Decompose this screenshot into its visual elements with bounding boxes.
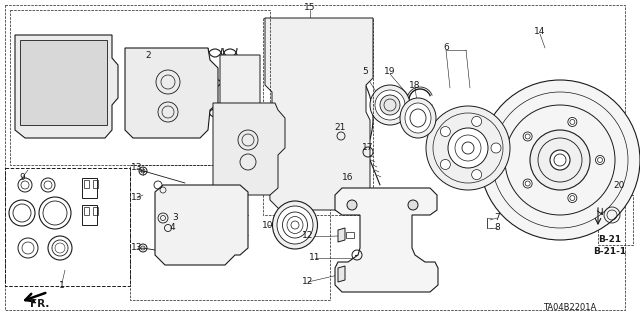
- Circle shape: [595, 155, 605, 165]
- Bar: [598, 195, 633, 245]
- Text: 21: 21: [334, 123, 346, 132]
- Text: 19: 19: [384, 68, 396, 77]
- Text: TA04B2201A: TA04B2201A: [543, 303, 596, 313]
- Polygon shape: [335, 188, 438, 292]
- Text: 2: 2: [145, 50, 151, 60]
- Ellipse shape: [405, 103, 431, 133]
- Circle shape: [448, 128, 488, 168]
- Ellipse shape: [370, 85, 410, 125]
- Text: 6: 6: [443, 43, 449, 53]
- Ellipse shape: [277, 206, 313, 244]
- Text: 13: 13: [131, 194, 143, 203]
- Ellipse shape: [400, 98, 436, 138]
- Text: FR.: FR.: [30, 299, 50, 309]
- Text: 12: 12: [302, 278, 314, 286]
- Ellipse shape: [273, 201, 317, 249]
- Bar: [346, 232, 354, 238]
- Bar: [82, 205, 97, 225]
- Bar: [346, 270, 354, 276]
- Bar: [93, 180, 98, 188]
- Circle shape: [523, 132, 532, 141]
- Text: 18: 18: [409, 80, 420, 90]
- Text: 8: 8: [494, 224, 500, 233]
- Text: 20: 20: [613, 181, 625, 189]
- Text: B-21: B-21: [598, 235, 621, 244]
- Polygon shape: [125, 48, 218, 138]
- Polygon shape: [338, 266, 345, 282]
- Text: 14: 14: [534, 27, 546, 36]
- Circle shape: [491, 143, 501, 153]
- Polygon shape: [265, 18, 373, 210]
- Circle shape: [472, 116, 482, 126]
- Text: 15: 15: [304, 4, 316, 12]
- Text: B-21-1: B-21-1: [593, 248, 627, 256]
- Circle shape: [505, 105, 615, 215]
- Bar: [226, 100, 254, 122]
- Text: 7: 7: [494, 213, 500, 222]
- Circle shape: [472, 170, 482, 180]
- Circle shape: [347, 200, 357, 210]
- Text: 17: 17: [362, 144, 374, 152]
- Polygon shape: [15, 35, 118, 138]
- Circle shape: [568, 194, 577, 203]
- Bar: [228, 108, 236, 116]
- Bar: [82, 178, 97, 198]
- Circle shape: [426, 106, 510, 190]
- Text: 10: 10: [262, 220, 274, 229]
- Bar: [170, 205, 230, 250]
- Polygon shape: [213, 103, 285, 195]
- Text: 9: 9: [19, 174, 25, 182]
- Circle shape: [530, 130, 590, 190]
- Text: 11: 11: [309, 254, 321, 263]
- Text: 1: 1: [59, 280, 65, 290]
- Polygon shape: [338, 228, 345, 242]
- Ellipse shape: [375, 90, 405, 120]
- Ellipse shape: [380, 95, 400, 115]
- Polygon shape: [20, 40, 107, 125]
- Text: 4: 4: [169, 224, 175, 233]
- Bar: [84, 207, 89, 215]
- Circle shape: [440, 160, 451, 169]
- Polygon shape: [220, 55, 260, 136]
- Text: 3: 3: [172, 213, 178, 222]
- Text: 16: 16: [342, 174, 354, 182]
- Text: 5: 5: [362, 68, 368, 77]
- Circle shape: [440, 127, 451, 137]
- Bar: [93, 207, 98, 215]
- Circle shape: [568, 117, 577, 126]
- Text: 13: 13: [131, 164, 143, 173]
- Bar: [130, 165, 330, 300]
- Bar: [5, 168, 130, 286]
- Circle shape: [480, 80, 640, 240]
- Bar: [84, 180, 89, 188]
- Polygon shape: [155, 185, 248, 265]
- Circle shape: [408, 200, 418, 210]
- Text: 13: 13: [131, 243, 143, 253]
- Text: 12: 12: [302, 231, 314, 240]
- Circle shape: [550, 150, 570, 170]
- Polygon shape: [240, 155, 262, 171]
- Circle shape: [523, 179, 532, 188]
